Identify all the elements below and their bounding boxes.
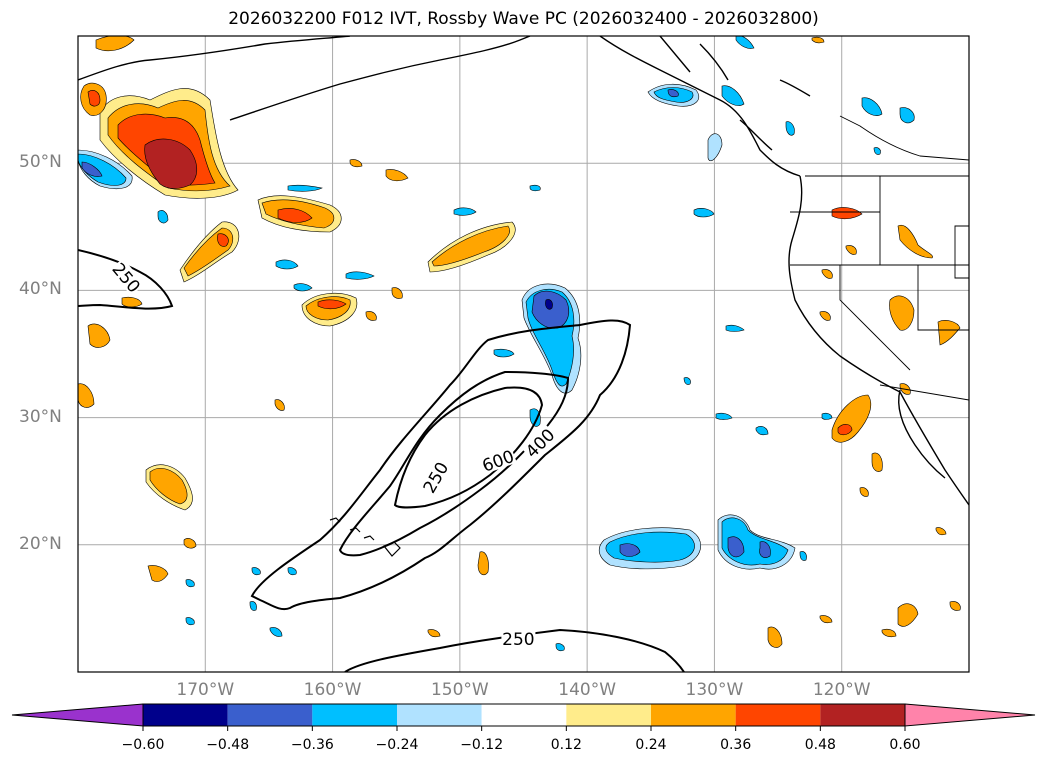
lon-tick-label: 150°W — [430, 680, 489, 700]
lon-tick-label: 140°W — [558, 680, 617, 700]
map-title: 2026032200 F012 IVT, Rossby Wave PC (202… — [228, 9, 819, 29]
contour-label-background — [520, 423, 558, 461]
ivt-contours — [78, 249, 685, 672]
positive-anomaly-shading — [78, 36, 961, 648]
colorbar-tick-label: −0.48 — [206, 737, 250, 753]
colorbar-tick-label: −0.12 — [460, 737, 504, 753]
coastlines — [78, 36, 969, 506]
colorbar-tick-label: 0.60 — [889, 737, 921, 753]
colorbar-extend-low — [11, 703, 144, 727]
lat-tick-label: 50°N — [19, 152, 62, 173]
contour-label: 250 — [502, 630, 534, 650]
colorbar-tick-label: −0.60 — [121, 737, 165, 753]
colorbar-segment — [820, 704, 905, 726]
colorbar-segment — [566, 704, 651, 726]
colorbar-tick-label: 0.12 — [550, 737, 582, 753]
contour-label: 400 — [522, 425, 559, 462]
contour-label: 250 — [108, 259, 144, 297]
negative-anomaly-shading — [78, 36, 915, 652]
colorbar-outline — [142, 703, 906, 727]
contour-label-background — [109, 258, 145, 296]
contour-label: 600 — [480, 447, 517, 477]
ivt-contour-400 — [338, 370, 570, 557]
colorbar-segment — [143, 704, 228, 726]
colorbar-segment — [227, 704, 313, 726]
ivt-contour-250-main — [250, 319, 632, 610]
lon-tick-label: 120°W — [812, 680, 871, 700]
lon-tick-label: 160°W — [303, 680, 362, 700]
colorbar-segment — [481, 704, 567, 726]
colorbar-segment — [312, 704, 397, 726]
colorbar-segment — [397, 704, 482, 726]
colorbar-segment — [735, 704, 821, 726]
colorbar-tick-label: −0.24 — [375, 737, 419, 753]
lon-tick-label: 130°W — [685, 680, 744, 700]
map-frame — [77, 35, 970, 673]
contour-label-background — [501, 628, 536, 647]
colorbar-tick-label: −0.36 — [290, 737, 334, 753]
colorbar-tick-label: 0.36 — [720, 737, 752, 753]
colorbar-tick-label: 0.24 — [635, 737, 667, 753]
political-borders — [790, 115, 969, 401]
contour-label-background — [478, 445, 517, 475]
lon-tick-label: 170°W — [176, 680, 235, 700]
lat-tick-label: 20°N — [19, 533, 62, 554]
colorbar-tick-label: 0.48 — [804, 737, 836, 753]
colorbar — [11, 703, 1036, 731]
lat-tick-label: 40°N — [19, 279, 62, 300]
ivt-contour-600 — [393, 386, 544, 509]
lat-tick-label: 30°N — [19, 406, 62, 427]
ivt-contour-250-south — [344, 628, 685, 672]
contour-label: 250 — [420, 459, 454, 497]
contour-label-background — [418, 457, 452, 497]
colorbar-extend-high — [904, 703, 1036, 727]
colorbar-segment — [651, 704, 736, 726]
